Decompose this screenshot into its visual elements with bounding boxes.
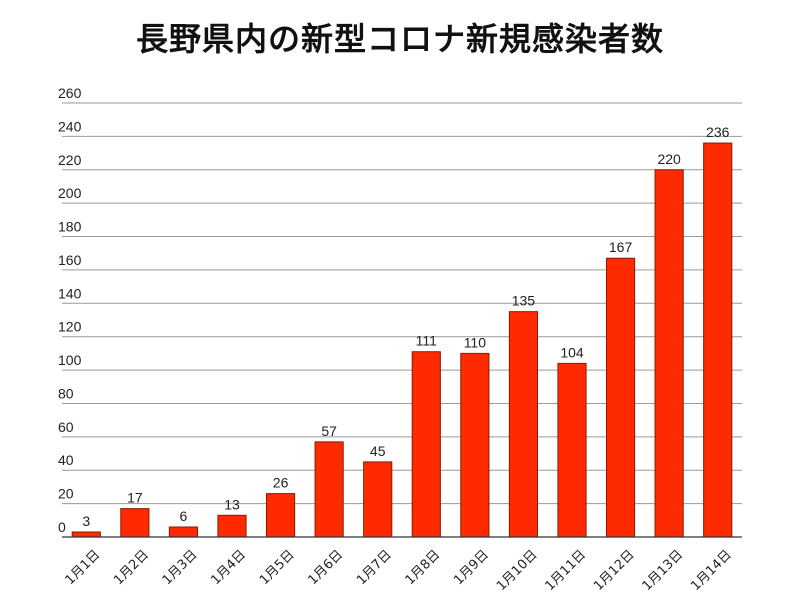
y-tick-label: 160 (58, 252, 82, 268)
bars (71, 142, 733, 538)
x-tick-label: 1月2日 (111, 547, 152, 588)
y-tick-label: 120 (58, 319, 82, 335)
data-label: 110 (464, 334, 487, 350)
x-tick-label: 1月7日 (354, 547, 395, 588)
data-label: 220 (657, 151, 681, 167)
chart-title: 長野県内の新型コロナ新規感染者数 (135, 20, 664, 58)
data-label: 13 (224, 496, 240, 512)
y-tick-label: 20 (58, 486, 74, 502)
data-label: 236 (706, 124, 730, 140)
bar (217, 514, 247, 538)
bar (314, 441, 344, 538)
y-tick-label: 140 (58, 285, 82, 301)
data-label: 111 (416, 333, 437, 349)
y-tick-label: 0 (58, 519, 66, 535)
y-tick-label: 40 (58, 452, 74, 468)
x-tick-label: 1月1日 (63, 547, 104, 588)
y-tick-label: 220 (58, 152, 82, 168)
bar (265, 493, 296, 538)
data-label: 57 (321, 423, 337, 439)
y-tick-label: 260 (58, 85, 82, 101)
bar (557, 362, 587, 538)
bar (508, 311, 539, 538)
bar (605, 257, 636, 538)
data-label: 45 (370, 443, 386, 459)
x-tick-label: 1月12日 (591, 547, 638, 594)
data-label: 3 (82, 513, 90, 529)
data-labels: 3 17 6 13 26 57 45 111 110 135 104 167 220 236 (82, 124, 729, 529)
x-tick-label: 1月14日 (688, 547, 735, 594)
y-tick-label: 200 (58, 185, 82, 201)
bar (168, 526, 199, 538)
y-tick-label: 100 (58, 352, 82, 368)
data-label: 135 (512, 293, 536, 309)
bar (120, 508, 150, 538)
y-tick-labels: 0 20 40 60 80 100 120 140 160 180 200 220 240 260 (58, 85, 82, 535)
data-label: 26 (273, 475, 289, 491)
bar (460, 352, 490, 538)
data-label: 6 (180, 508, 188, 524)
y-tick-label: 80 (58, 385, 74, 401)
y-tick-label: 60 (58, 419, 74, 435)
x-tick-labels: 1月1日 1月2日 1月3日 1月4日 1月5日 1月6日 1月7日 1月8日 1月9日 1月10… (63, 547, 735, 594)
x-tick-label: 1月4日 (208, 547, 249, 588)
data-label: 167 (609, 239, 633, 255)
bar (411, 351, 441, 538)
data-label: 17 (127, 490, 143, 506)
x-tick-label: 1月11日 (543, 547, 590, 594)
x-tick-label: 1月5日 (257, 547, 298, 588)
x-tick-label: 1月3日 (160, 547, 201, 588)
bar (363, 461, 393, 538)
x-tick-label: 1月9日 (451, 547, 492, 588)
bar (703, 142, 733, 538)
y-tick-label: 180 (58, 219, 82, 235)
bar (654, 169, 684, 538)
bar (71, 531, 101, 538)
y-tick-label: 240 (58, 118, 82, 134)
data-label: 104 (560, 344, 584, 360)
x-tick-label: 1月10日 (494, 547, 541, 594)
x-tick-label: 1月6日 (305, 547, 346, 588)
x-tick-label: 1月8日 (403, 547, 444, 588)
x-tick-label: 1月13日 (640, 547, 687, 594)
grid-lines (62, 102, 742, 505)
